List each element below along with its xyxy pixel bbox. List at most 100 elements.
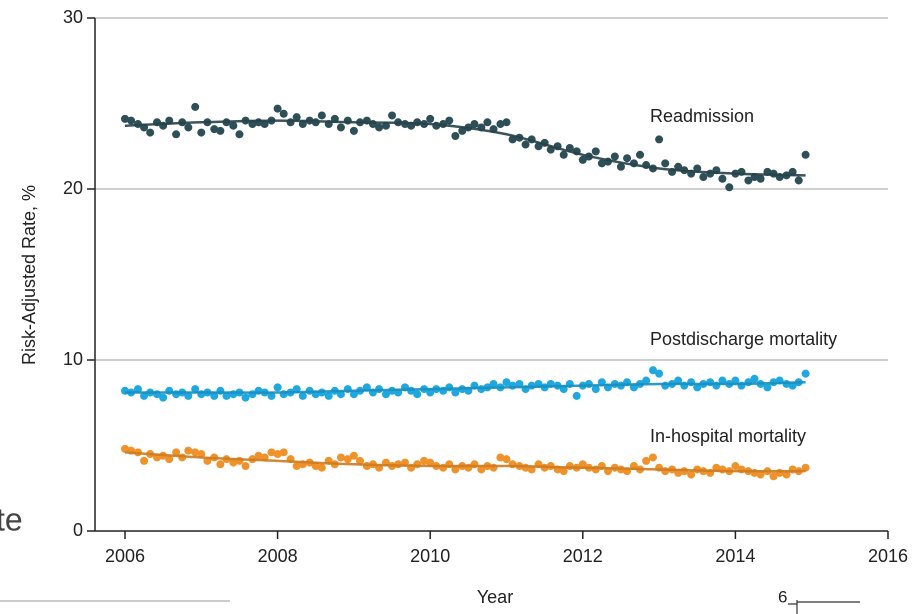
data-point — [273, 104, 282, 113]
data-point — [298, 391, 307, 400]
data-point — [210, 125, 219, 134]
data-point — [127, 116, 136, 125]
data-point — [502, 455, 511, 464]
trend-line — [124, 380, 806, 394]
x-tick-label: 2008 — [258, 546, 298, 566]
data-point — [260, 120, 269, 129]
data-point — [801, 369, 810, 378]
data-point — [559, 150, 568, 159]
data-point — [616, 162, 625, 171]
data-point — [801, 463, 810, 472]
data-point — [674, 162, 683, 171]
data-point — [349, 126, 358, 135]
data-point — [216, 126, 225, 135]
data-point — [375, 123, 384, 132]
data-point — [197, 128, 206, 137]
data-point — [159, 393, 168, 402]
x-tick-label: 2016 — [868, 546, 908, 566]
data-point — [381, 390, 390, 399]
data-point — [578, 155, 587, 164]
data-point — [241, 393, 250, 402]
data-point — [267, 448, 276, 457]
data-point — [756, 470, 765, 479]
data-point — [426, 388, 435, 397]
data-point — [642, 376, 651, 385]
data-point — [642, 456, 651, 465]
data-point — [496, 453, 505, 462]
y-tick-label: 20 — [63, 178, 83, 198]
data-point — [699, 173, 708, 182]
data-point — [578, 460, 587, 469]
clipped-text: te — [0, 501, 23, 537]
data-point — [477, 465, 486, 474]
data-point — [267, 391, 276, 400]
data-point — [279, 109, 288, 118]
data-point — [165, 455, 174, 464]
data-point — [655, 369, 664, 378]
data-point — [349, 390, 358, 399]
data-point — [229, 458, 238, 467]
data-point — [572, 391, 581, 400]
clipped-axis — [788, 600, 860, 614]
y-tick-label: 30 — [63, 7, 83, 27]
data-point — [591, 147, 600, 156]
data-point — [426, 114, 435, 123]
data-point — [496, 120, 505, 129]
data-point — [687, 470, 696, 479]
data-point — [292, 113, 301, 122]
data-point — [273, 450, 282, 459]
trend-line — [124, 119, 806, 177]
data-point — [349, 451, 358, 460]
data-point — [731, 376, 740, 385]
x-tick-label: 2012 — [563, 546, 603, 566]
data-point — [648, 366, 657, 375]
x-tick-label: 2010 — [410, 546, 450, 566]
data-point — [565, 462, 574, 471]
data-point — [661, 159, 670, 168]
data-point — [184, 391, 193, 400]
data-point — [693, 383, 702, 392]
data-point — [184, 446, 193, 455]
trend-line — [124, 451, 806, 473]
data-point — [801, 150, 810, 159]
data-point — [794, 176, 803, 185]
data-point — [140, 391, 149, 400]
clipped-text: 6 — [778, 587, 787, 606]
data-point — [210, 391, 219, 400]
data-point — [172, 448, 181, 457]
series-label: Postdischarge mortality — [650, 329, 837, 349]
data-point — [750, 374, 759, 383]
y-tick-label: 0 — [73, 520, 83, 540]
data-point — [317, 111, 326, 120]
data-point — [502, 118, 511, 127]
data-point — [121, 114, 129, 123]
data-point — [241, 462, 250, 471]
data-point — [674, 376, 683, 385]
data-point — [336, 453, 345, 462]
x-tick-label: 2006 — [105, 546, 145, 566]
data-point — [324, 391, 333, 400]
data-point — [655, 135, 664, 144]
data-point — [343, 455, 352, 464]
data-point — [769, 472, 778, 481]
data-point — [458, 126, 467, 135]
data-point — [502, 378, 511, 387]
data-point — [451, 465, 460, 474]
data-point — [229, 121, 238, 130]
data-point — [388, 111, 397, 120]
data-point — [191, 102, 200, 111]
series-label: Readmission — [650, 106, 754, 126]
data-point — [470, 120, 479, 129]
data-point — [597, 159, 606, 168]
x-axis-label: Year — [477, 587, 513, 607]
data-point — [140, 456, 149, 465]
data-point — [718, 376, 727, 385]
data-point — [191, 448, 200, 457]
data-point — [191, 385, 200, 394]
data-point — [718, 174, 727, 183]
data-point — [235, 130, 244, 139]
data-point — [521, 140, 530, 149]
data-point — [184, 123, 193, 132]
data-point — [356, 456, 365, 465]
